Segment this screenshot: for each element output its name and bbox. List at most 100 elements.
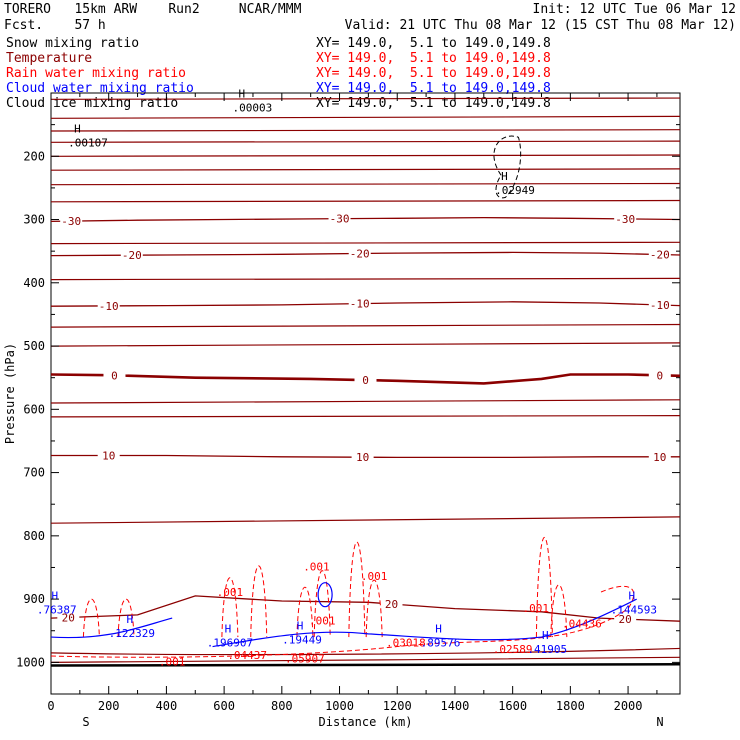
y-tick-label: 200	[23, 149, 45, 163]
max-marker: H	[239, 88, 246, 101]
contour-label-bg	[648, 248, 671, 261]
max-marker: H	[126, 613, 133, 626]
header-valid: Valid: 21 UTC Thu 08 Mar 12 (15 CST Thu …	[344, 18, 736, 33]
contour-label-bg	[103, 369, 126, 382]
legend-temperature-xy: XY= 149.0, 5.1 to 149.0,149.8	[316, 51, 551, 66]
x-tick-label: 200	[98, 699, 120, 713]
temperature-contour	[51, 454, 680, 459]
y-tick-label: 700	[23, 466, 45, 480]
temperature-contour-label: -20	[122, 249, 142, 262]
header-init: Init: 12 UTC Tue 06 Mar 12	[532, 2, 737, 17]
legend-cloud-ice-xy: XY= 149.0, 5.1 to 149.0,149.8	[316, 96, 551, 111]
x-tick-label: 1400	[440, 699, 469, 713]
header-model: TORERO 15km ARW Run2 NCAR/MMM	[4, 2, 302, 17]
legend-rain: Rain water mixing ratio	[6, 66, 187, 81]
rain-max-label: .001	[361, 570, 388, 583]
x-end-label-north: N	[656, 715, 663, 729]
rain-max-label: .001	[309, 614, 336, 627]
cloud-water-max-label: .76387	[37, 604, 77, 617]
legend-cloud-ice: Cloud ice mixing ratio	[6, 96, 179, 111]
cloud-water-max-label: .122329	[109, 627, 155, 640]
x-tick-label: 400	[156, 699, 178, 713]
temperature-contour	[50, 301, 681, 307]
rain-contour	[365, 579, 383, 638]
theta-line	[50, 241, 681, 245]
rain-max-label: .001	[159, 656, 186, 669]
rain-contour	[313, 570, 331, 638]
rain-max-label: .001	[303, 561, 330, 574]
rain-contour	[117, 598, 135, 638]
max-marker: H	[501, 170, 508, 183]
legend-rain-xy: XY= 149.0, 5.1 to 149.0,149.8	[316, 66, 551, 81]
contour-label-bg	[120, 249, 143, 262]
contour-label-bg	[614, 212, 637, 225]
contour-label-bg	[648, 450, 671, 463]
x-tick-label: 1800	[556, 699, 585, 713]
theta-line	[50, 182, 681, 186]
theta-line	[50, 415, 681, 418]
y-tick-label: 500	[23, 339, 45, 353]
theta-line	[50, 154, 681, 157]
y-axis-label: Pressure (hPa)	[3, 343, 17, 444]
x-tick-label: 1000	[325, 699, 354, 713]
temperature-contour-label: -10	[99, 300, 119, 313]
temperature-contour-label: -20	[650, 248, 670, 261]
rain-max-label: .05907	[285, 652, 325, 665]
contour-label-bg	[57, 611, 80, 624]
temperature-contour-label: -30	[61, 215, 81, 228]
y-tick-label: 400	[23, 276, 45, 290]
contour-label-bg	[348, 297, 371, 310]
cloud-water-contour	[317, 582, 333, 608]
theta-line	[50, 168, 681, 171]
contour-label-bg	[328, 212, 351, 225]
rain-contour	[221, 577, 239, 638]
rain-max-label: .04436	[562, 618, 602, 631]
y-tick-label: 900	[23, 592, 45, 606]
rain-contour	[50, 585, 635, 658]
temperature-contour-label: 10	[356, 451, 369, 464]
rain-max-label: .04437	[227, 649, 267, 662]
contour-label-bg	[380, 597, 403, 610]
x-tick-label: 800	[271, 699, 293, 713]
rain-contour	[348, 541, 366, 638]
theta-line	[50, 647, 681, 656]
theta-line	[50, 199, 681, 203]
y-tick-label: 1000	[16, 655, 45, 669]
theta-line	[50, 140, 681, 143]
max-marker: H	[51, 590, 58, 603]
rain-max-label: .001	[217, 586, 244, 599]
theta-line	[50, 97, 681, 100]
rain-contour	[82, 598, 100, 638]
x-tick-label: 0	[47, 699, 54, 713]
cloud-water-max-label: .19449	[282, 633, 322, 646]
theta-line	[50, 129, 681, 132]
temperature-contour-label: 10	[102, 449, 115, 462]
legend-cloud-water-xy: XY= 149.0, 5.1 to 149.0,149.8	[316, 81, 551, 96]
contour-label-bg	[97, 449, 120, 462]
theta-line	[50, 516, 681, 524]
temperature-contour-label: -20	[350, 247, 370, 260]
y-tick-label: 800	[23, 529, 45, 543]
x-tick-label: 1200	[383, 699, 412, 713]
rain-contour	[296, 587, 314, 638]
rain-contour	[550, 584, 568, 638]
legend-snow: Snow mixing ratio	[6, 36, 140, 51]
temperature-contour-label: 0	[362, 374, 369, 387]
max-marker: H	[225, 623, 232, 636]
y-tick-label: 300	[23, 213, 45, 227]
theta-line	[50, 342, 681, 347]
contour-label-bg	[648, 369, 671, 382]
theta-line	[50, 115, 681, 119]
cloud-water-max-label: .196907	[207, 637, 253, 650]
temperature-contour-label: -30	[330, 213, 350, 226]
temperature-contour	[50, 373, 681, 385]
temperature-contour	[50, 251, 681, 257]
rain-max-label: .02589	[493, 643, 533, 656]
cloud-water-max-label: .144593	[611, 604, 657, 617]
contour-label-bg	[348, 247, 371, 260]
cloud-ice-max-label: .02949	[495, 184, 535, 197]
temperature-contour-label: -10	[650, 299, 670, 312]
legend-cloud-water: Cloud water mixing ratio	[6, 81, 194, 96]
contour-label-bg	[97, 299, 120, 312]
